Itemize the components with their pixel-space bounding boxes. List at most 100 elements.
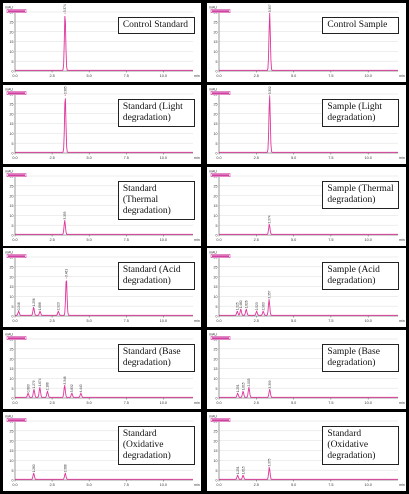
peak-rt-label: 3.346 [63, 376, 67, 384]
condition-label: Standard (Oxidative degradation) [117, 426, 195, 465]
peak-marker [27, 393, 29, 395]
y-tick-label: 25 [10, 429, 14, 433]
peak-marker [64, 12, 66, 14]
x-tick-label: 5.0 [87, 401, 92, 405]
condition-label: Control Sample [322, 17, 400, 34]
y-tick-label: 20 [214, 30, 218, 34]
condition-label: Standard (Base degradation) [117, 344, 195, 373]
chromatogram-panel: 0510152025300.02.55.07.510.0minmAU3.397C… [207, 3, 406, 82]
y-unit-label: mAU [5, 169, 13, 173]
x-tick-label: 7.5 [124, 74, 129, 78]
y-tick-label: 25 [10, 266, 14, 270]
x-tick-label: 10.0 [364, 74, 371, 78]
y-tick-label: 5 [12, 387, 14, 391]
x-unit-label: min [399, 483, 405, 487]
chromatogram-panel: 0510152025300.02.55.07.510.0minmAU3.392S… [207, 84, 406, 164]
legend-tag-bar [212, 92, 229, 94]
peak-rt-label: 1.256 [32, 299, 36, 307]
y-tick-label: 0 [216, 315, 218, 319]
x-tick-label: 2.5 [254, 237, 259, 241]
y-tick-label: 25 [214, 348, 218, 352]
peak-rt-label: 3.375 [268, 458, 272, 466]
x-unit-label: min [194, 74, 200, 78]
peak-rt-label: 3.374 [268, 215, 272, 223]
y-unit-label: mAU [209, 6, 217, 10]
y-tick-label: 25 [10, 348, 14, 352]
peak-rt-label: 1.688 [38, 303, 42, 311]
y-tick-label: 10 [10, 377, 14, 381]
x-tick-label: 5.0 [87, 74, 92, 78]
legend-tag-bar [212, 337, 229, 339]
peak-marker [268, 299, 270, 301]
y-tick-label: 10 [214, 295, 218, 299]
y-tick-label: 25 [214, 184, 218, 188]
x-tick-label: 5.0 [87, 483, 92, 487]
peak-marker [240, 309, 242, 311]
chromatogram-trace [219, 13, 398, 71]
peak-rt-label: 3.461 [65, 269, 69, 277]
x-tick-label: 7.5 [328, 401, 333, 405]
y-tick-label: 25 [214, 20, 218, 24]
y-tick-label: 5 [12, 142, 14, 146]
y-unit-label: mAU [209, 169, 217, 173]
y-tick-label: 15 [214, 367, 218, 371]
y-tick-label: 15 [214, 285, 218, 289]
x-tick-label: 5.0 [291, 319, 296, 323]
x-tick-label: 10.0 [160, 319, 167, 323]
x-tick-label: 5.0 [291, 74, 296, 78]
legend-tag-bar [8, 255, 25, 258]
peak-marker [269, 94, 271, 96]
legend-tag-bar [212, 173, 229, 176]
peak-rt-label: 1.260 [32, 464, 36, 472]
y-tick-label: 0 [12, 233, 14, 237]
chromatogram-panel: 0510152025300.02.55.07.510.0minmAU1.2511… [207, 412, 406, 491]
x-tick-label: 7.5 [328, 319, 333, 323]
chromatogram-trace [15, 280, 193, 317]
y-tick-label: 15 [10, 367, 14, 371]
y-tick-label: 10 [214, 459, 218, 463]
x-tick-label: 0.0 [216, 401, 221, 405]
chromatogram-trace [219, 387, 398, 398]
peak-rt-label: 1.615 [241, 382, 245, 390]
peak-rt-label: 0.883 [26, 384, 30, 392]
x-tick-label: 0.0 [216, 319, 221, 323]
peak-marker [256, 311, 258, 313]
y-unit-label: mAU [5, 415, 13, 419]
x-tick-label: 10.0 [364, 156, 371, 160]
x-unit-label: min [399, 319, 405, 323]
peak-rt-label: 2.005 [247, 378, 251, 386]
chromatogram-trace [15, 472, 193, 480]
y-tick-label: 20 [214, 194, 218, 198]
peak-marker [39, 311, 41, 313]
x-tick-label: 5.0 [291, 156, 296, 160]
legend-tag-bar [212, 255, 229, 258]
x-tick-label: 0.0 [12, 74, 17, 78]
y-unit-label: mAU [5, 251, 13, 255]
chromatogram-trace [219, 299, 398, 317]
condition-label: Standard (Light degradation) [117, 98, 195, 127]
x-tick-label: 7.5 [124, 483, 129, 487]
x-tick-label: 5.0 [87, 237, 92, 241]
y-tick-label: 5 [216, 387, 218, 391]
y-tick-label: 25 [214, 102, 218, 106]
y-tick-label: 0 [216, 397, 218, 401]
peak-rt-label: 3.385 [63, 86, 67, 94]
x-tick-label: 5.0 [291, 401, 296, 405]
y-tick-label: 0 [12, 397, 14, 401]
x-tick-label: 0.0 [12, 156, 17, 160]
peak-rt-label: 0.246 [17, 303, 21, 311]
x-unit-label: min [194, 483, 200, 487]
x-tick-label: 10.0 [364, 319, 371, 323]
peak-marker [71, 393, 73, 395]
peak-marker [33, 307, 35, 309]
peak-marker [64, 385, 66, 387]
x-tick-label: 2.5 [49, 156, 54, 160]
peak-marker [18, 311, 20, 313]
y-tick-label: 25 [10, 20, 14, 24]
x-tick-label: 5.0 [87, 319, 92, 323]
y-tick-label: 15 [214, 40, 218, 44]
peak-rt-label: 2.523 [255, 303, 259, 311]
